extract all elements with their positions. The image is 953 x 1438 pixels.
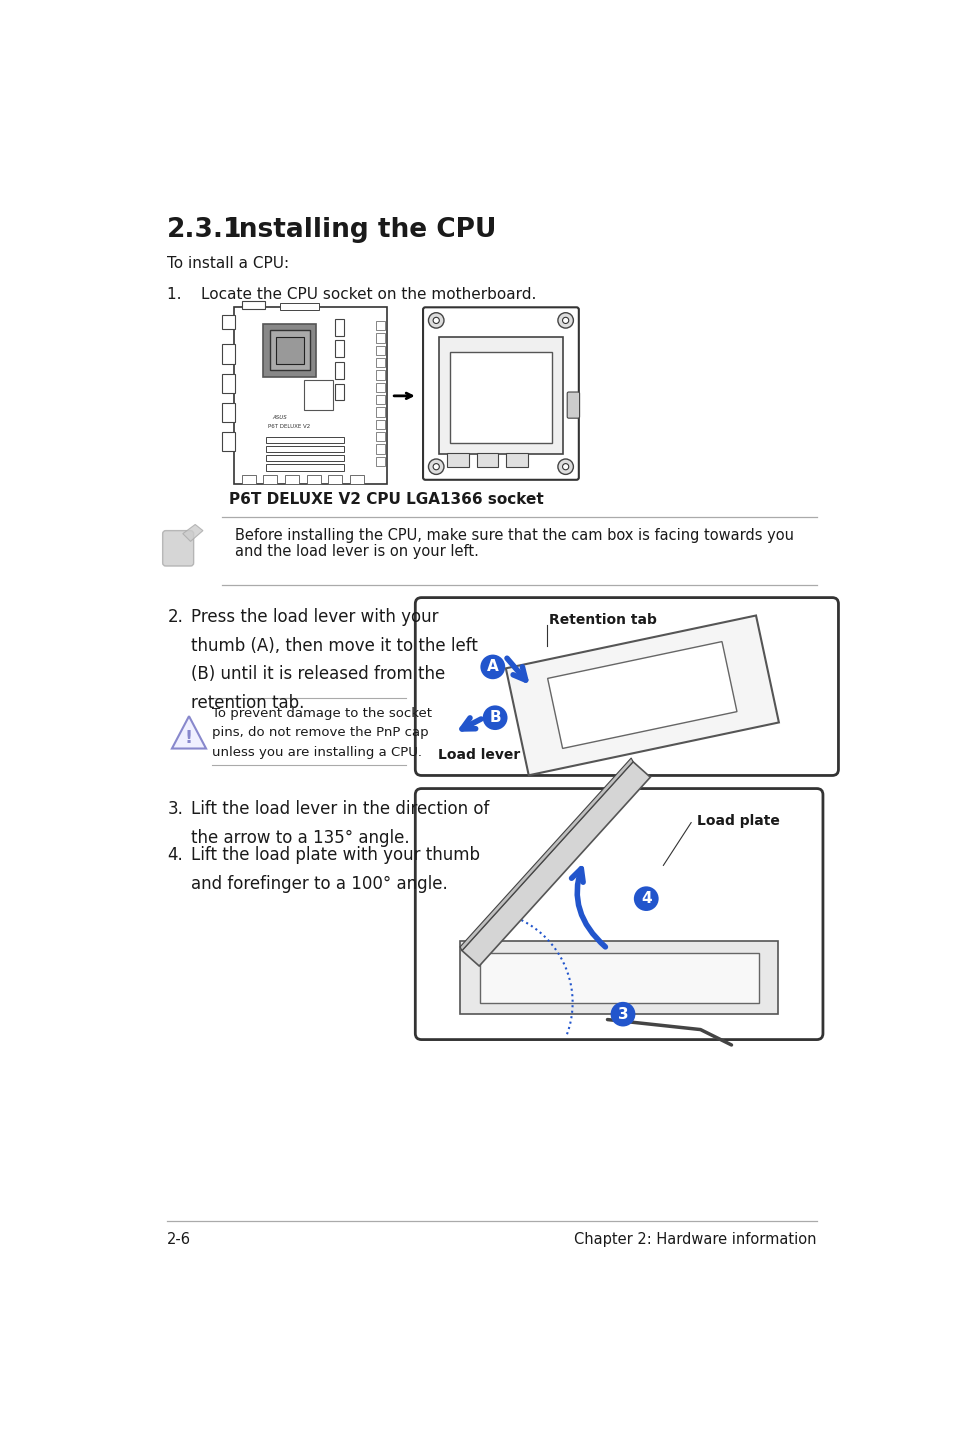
Circle shape <box>558 459 573 475</box>
FancyBboxPatch shape <box>415 788 822 1040</box>
Bar <box>335 384 344 400</box>
Bar <box>375 345 385 355</box>
Bar <box>476 453 497 467</box>
Circle shape <box>480 654 505 679</box>
FancyBboxPatch shape <box>567 393 579 418</box>
Text: Lift the load lever in the direction of
the arrow to a 135° angle.: Lift the load lever in the direction of … <box>191 800 488 847</box>
Bar <box>266 456 344 462</box>
Text: P6T DELUXE V2: P6T DELUXE V2 <box>268 424 310 430</box>
Circle shape <box>562 318 568 324</box>
Polygon shape <box>172 716 206 749</box>
Bar <box>375 431 385 441</box>
Bar <box>335 362 344 380</box>
Bar <box>328 475 342 485</box>
Bar <box>505 453 527 467</box>
Bar <box>375 444 385 453</box>
Bar <box>375 358 385 367</box>
Circle shape <box>482 706 507 731</box>
Bar <box>307 475 320 485</box>
Bar <box>275 336 303 364</box>
Text: Load lever: Load lever <box>438 748 520 762</box>
Bar <box>375 334 385 342</box>
Bar <box>263 324 315 377</box>
Text: Lift the load plate with your thumb
and forefinger to a 100° angle.: Lift the load plate with your thumb and … <box>191 847 479 893</box>
Bar <box>280 303 319 309</box>
Text: 4: 4 <box>640 892 651 906</box>
Text: Press the load lever with your
thumb (A), then move it to the left
(B) until it : Press the load lever with your thumb (A)… <box>191 608 476 712</box>
Bar <box>479 952 758 1002</box>
Circle shape <box>633 886 658 912</box>
Polygon shape <box>183 525 203 541</box>
Bar <box>263 475 277 485</box>
Bar <box>375 407 385 417</box>
Bar <box>439 336 562 454</box>
Polygon shape <box>505 615 778 775</box>
Polygon shape <box>459 940 778 1014</box>
Text: 3: 3 <box>617 1007 628 1021</box>
Text: ASUS: ASUS <box>273 416 287 420</box>
Bar <box>270 331 310 371</box>
Bar <box>450 352 551 443</box>
Bar <box>375 457 385 466</box>
Text: Chapter 2: Hardware information: Chapter 2: Hardware information <box>574 1232 816 1247</box>
Text: To prevent damage to the socket
pins, do not remove the PnP cap
unless you are i: To prevent damage to the socket pins, do… <box>212 707 432 759</box>
Bar <box>303 381 333 410</box>
Bar <box>221 374 235 393</box>
Bar <box>375 321 385 331</box>
Bar <box>221 403 235 421</box>
Polygon shape <box>461 762 650 966</box>
Polygon shape <box>459 758 633 951</box>
Text: Before installing the CPU, make sure that the cam box is facing towards you: Before installing the CPU, make sure tha… <box>235 528 794 542</box>
FancyBboxPatch shape <box>162 531 193 567</box>
Circle shape <box>433 463 439 470</box>
Bar <box>375 395 385 404</box>
Circle shape <box>562 463 568 470</box>
Text: B: B <box>489 710 500 725</box>
Bar <box>375 420 385 429</box>
Bar <box>266 446 344 452</box>
Circle shape <box>428 312 443 328</box>
Bar <box>335 341 344 358</box>
Text: 2.: 2. <box>167 608 183 627</box>
Text: Installing the CPU: Installing the CPU <box>229 217 497 243</box>
Text: A: A <box>486 660 498 674</box>
Text: and the load lever is on your left.: and the load lever is on your left. <box>235 545 478 559</box>
Bar <box>350 475 364 485</box>
Bar <box>335 319 344 336</box>
Circle shape <box>610 1002 635 1027</box>
Bar <box>233 308 387 485</box>
Text: 2-6: 2-6 <box>167 1232 192 1247</box>
Circle shape <box>433 318 439 324</box>
Bar <box>375 371 385 380</box>
Polygon shape <box>547 641 736 748</box>
Circle shape <box>428 459 443 475</box>
Bar <box>221 315 235 329</box>
Bar <box>375 383 385 393</box>
Text: Retention tab: Retention tab <box>549 613 657 627</box>
Circle shape <box>558 312 573 328</box>
Text: P6T DELUXE V2 CPU LGA1366 socket: P6T DELUXE V2 CPU LGA1366 socket <box>229 492 543 508</box>
Text: 4.: 4. <box>167 847 183 864</box>
Text: Load plate: Load plate <box>696 814 779 828</box>
Text: !: ! <box>185 729 193 746</box>
Bar <box>221 431 235 452</box>
Bar <box>221 344 235 364</box>
Bar <box>447 453 468 467</box>
Bar <box>241 475 255 485</box>
Bar <box>266 464 344 470</box>
Bar <box>266 437 344 443</box>
FancyBboxPatch shape <box>415 598 838 775</box>
Bar <box>285 475 298 485</box>
Text: 2.3.1: 2.3.1 <box>167 217 243 243</box>
FancyBboxPatch shape <box>422 308 578 480</box>
Text: 3.: 3. <box>167 800 183 818</box>
Text: To install a CPU:: To install a CPU: <box>167 256 289 270</box>
Bar <box>241 301 265 309</box>
Text: 1.    Locate the CPU socket on the motherboard.: 1. Locate the CPU socket on the motherbo… <box>167 286 537 302</box>
